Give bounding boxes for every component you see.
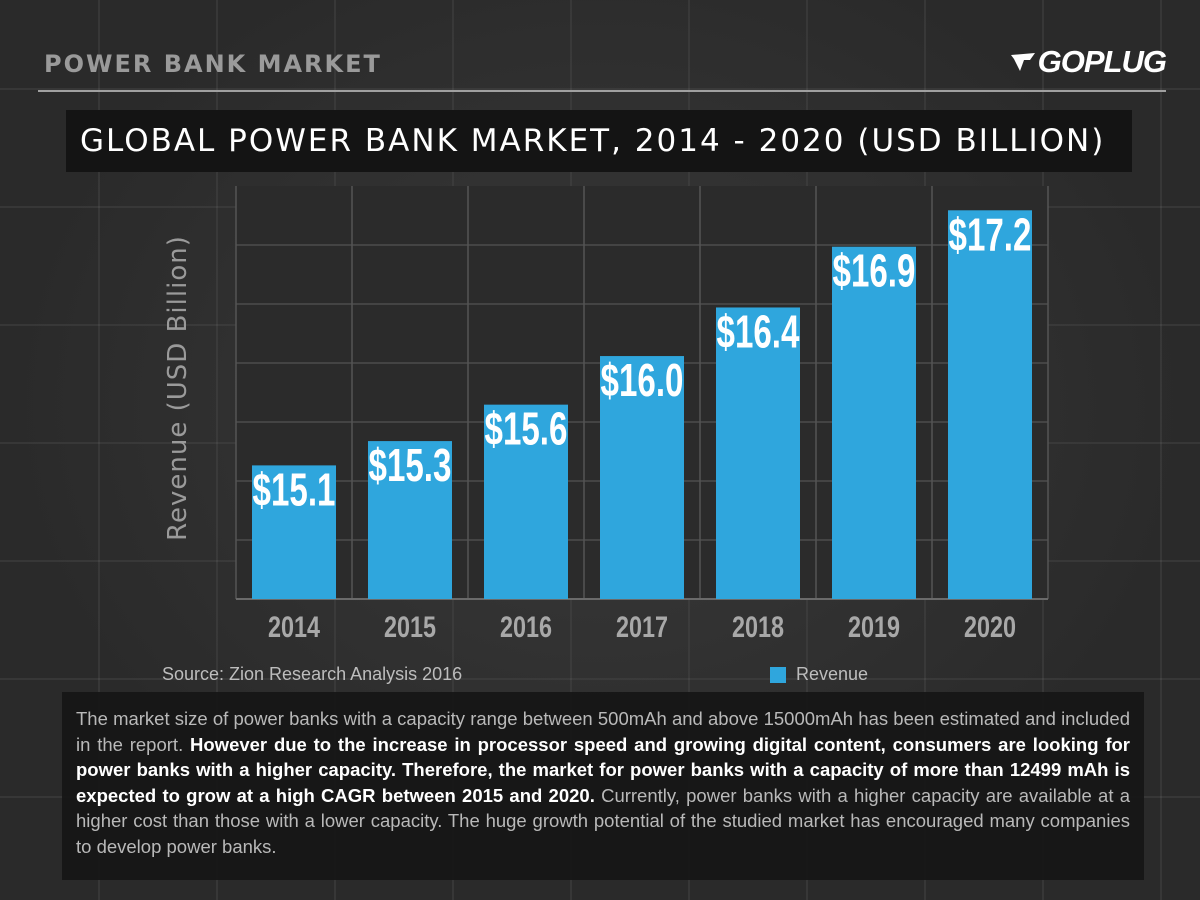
description-text: The market size of power banks with a ca… (62, 692, 1144, 880)
data-label: $15.3 (369, 441, 452, 491)
logo-check-icon (1010, 53, 1035, 71)
description-part-1: The market size of power banks with a ca… (76, 708, 1130, 755)
data-label: $16.4 (717, 307, 800, 357)
chart-x-ticks: 2014 2015 2016 2017 2018 2019 2020 (268, 610, 1016, 643)
bar (600, 356, 684, 599)
data-label: $15.1 (253, 465, 336, 515)
source-note: Source: Zion Research Analysis 2016 (162, 664, 463, 684)
bar (252, 465, 336, 599)
chart-title: GLOBAL POWER BANK MARKET, 2014 - 2020 (U… (66, 110, 1132, 172)
x-tick-label: 2015 (384, 610, 436, 643)
data-label: $17.2 (949, 210, 1032, 260)
bar (484, 404, 568, 599)
legend-label: Revenue (796, 664, 869, 684)
description-part-2-bold: However due to the increase in processor… (76, 733, 1130, 806)
chart-legend: Revenue (770, 664, 868, 685)
x-tick-label: 2017 (616, 610, 668, 643)
x-tick-label: 2016 (500, 610, 552, 643)
bar (832, 246, 916, 599)
page-header-title: POWER BANK MARKET (44, 50, 382, 78)
legend-swatch (770, 666, 786, 683)
x-tick-label: 2019 (848, 610, 900, 643)
x-tick-label: 2020 (964, 610, 1016, 643)
x-tick-label: 2018 (732, 610, 784, 643)
bar (948, 210, 1032, 599)
chart-bars (252, 210, 1032, 599)
bar (368, 441, 452, 599)
chart-data-labels: $15.1 $15.3 $15.6 $16.0 $16.4 $16.9 $17.2 (253, 210, 1032, 516)
y-axis-label: Revenue (USD Billion) (163, 235, 193, 541)
x-tick-label: 2014 (268, 610, 320, 643)
data-label: $15.6 (485, 404, 568, 454)
header-divider (38, 90, 1166, 92)
data-label: $16.0 (601, 356, 684, 406)
goplug-logo: GOPLUG (1010, 44, 1167, 80)
logo-text: GOPLUG (1037, 44, 1167, 79)
data-label: $16.9 (833, 247, 916, 297)
description-part-3: Currently, power banks with a higher cap… (76, 784, 1130, 857)
bar-chart: $15.1 $15.3 $15.6 $16.0 $16.4 $16.9 $17.2 2014… (163, 186, 1049, 644)
bar (716, 307, 800, 599)
